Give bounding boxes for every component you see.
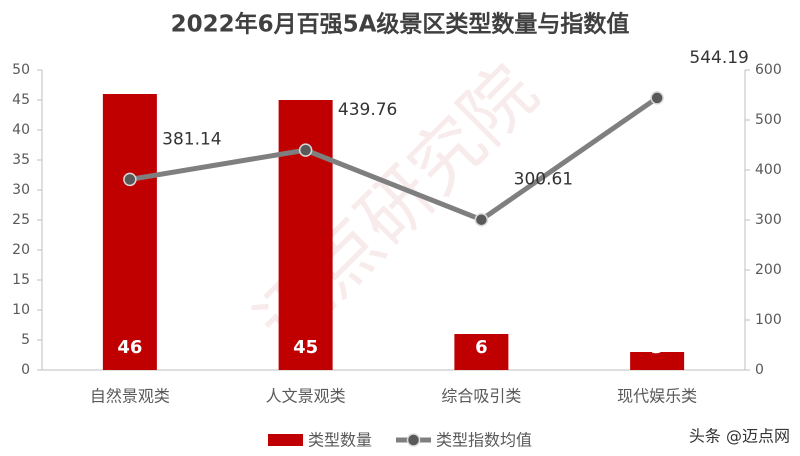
y-tick-label: 5	[21, 332, 30, 348]
y2-tick-label: 300	[755, 212, 782, 228]
y-tick-label: 45	[12, 92, 30, 108]
y-tick-label: 15	[12, 272, 30, 288]
y2-tick-label: 600	[755, 62, 782, 78]
bar	[454, 334, 509, 370]
bar	[630, 352, 685, 370]
bar	[278, 100, 333, 370]
y-tick-label: 25	[12, 212, 30, 228]
y2-tick-label: 0	[755, 362, 764, 378]
y-tick-label: 20	[12, 242, 30, 258]
bar	[102, 94, 157, 370]
line-marker	[474, 212, 489, 227]
y2-tick-label: 100	[755, 312, 782, 328]
y-tick-label: 40	[12, 122, 30, 138]
x-tick-label: 自然景观类	[90, 387, 170, 406]
legend-swatch	[268, 434, 303, 446]
y-tick-label: 10	[12, 302, 30, 318]
y-tick-label: 50	[12, 62, 30, 78]
legend-swatch	[406, 433, 421, 447]
legend-label: 类型数量	[308, 431, 372, 450]
bar-value-label: 45	[293, 337, 318, 358]
line-value-label: 381.14	[162, 129, 221, 149]
chart-title: 2022年6月百强5A级景区类型数量与指数值	[171, 11, 630, 38]
bar-value-label: 6	[475, 337, 488, 358]
bar-value-label: 3	[651, 337, 664, 358]
source: 头条 @迈点网	[689, 427, 790, 446]
line	[129, 95, 659, 223]
x-tick-label: 综合吸引类	[441, 387, 521, 406]
line-value-label: 544.19	[689, 48, 748, 68]
x-tick-label: 现代娱乐类	[617, 387, 697, 406]
x-tick-label: 人文景观类	[266, 387, 346, 406]
legend-label: 类型指数均值	[436, 431, 532, 450]
y-tick-label: 30	[12, 182, 30, 198]
y2-tick-label: 200	[755, 262, 782, 278]
y-tick-label: 35	[12, 152, 30, 168]
line-marker	[650, 91, 664, 105]
y2-tick-label: 400	[755, 162, 782, 178]
bar-value-label: 46	[117, 337, 142, 358]
line-marker	[123, 172, 137, 187]
line-value-label: 439.76	[338, 100, 397, 120]
line-value-label: 300.61	[514, 170, 573, 190]
y2-tick-label: 500	[755, 112, 782, 128]
y-tick-label: 0	[21, 362, 30, 378]
line-marker	[298, 143, 313, 157]
